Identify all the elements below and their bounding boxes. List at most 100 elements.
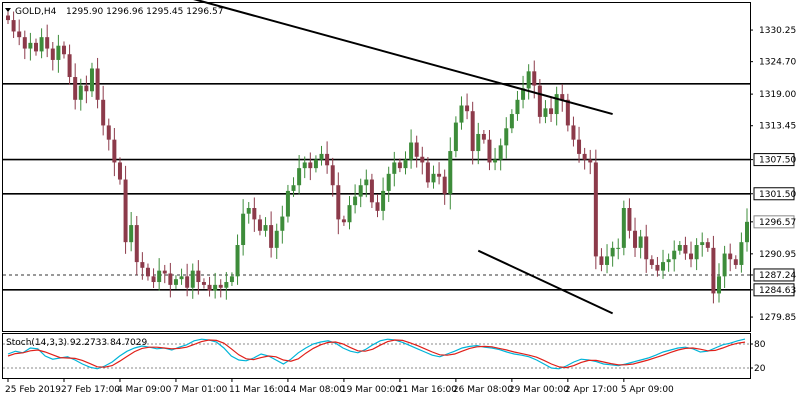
candle-body (493, 159, 498, 163)
candle-body (11, 20, 16, 32)
candle-body (330, 165, 335, 186)
time-tick-label: 11 Mar 16:00 (229, 385, 289, 395)
candle-body (745, 221, 749, 243)
price-tick-label: 1279.85 (759, 313, 796, 323)
candle-body (397, 162, 402, 169)
candle-body (134, 225, 139, 263)
price-tick-label: 1290.95 (759, 250, 796, 260)
candle-body (190, 270, 195, 288)
candle-body (605, 256, 610, 265)
time-axis: 25 Feb 2019 27 Feb 17:004 Mar 09:00 7 Mar … (5, 378, 674, 395)
time-tick-label: 2 Apr 17:00 (565, 385, 618, 395)
candle-body (705, 242, 710, 248)
level-price-tag (753, 268, 795, 282)
candle-body (498, 145, 503, 160)
price-tick-label: 1287.24 (759, 271, 796, 281)
candle-body (515, 99, 520, 115)
main-pane-frame (2, 2, 751, 332)
candle-body (246, 208, 251, 214)
candle-body (504, 128, 509, 146)
time-tick-label: 29 Mar 00:00 (509, 385, 569, 395)
candle-body (644, 236, 649, 260)
candle-body (414, 142, 419, 157)
candle-body (341, 219, 346, 223)
candle-body (129, 225, 134, 243)
candle-body (554, 94, 559, 115)
candle-body (487, 139, 492, 163)
price-tick-label: 1324.70 (759, 58, 796, 68)
candle-body (140, 262, 145, 268)
candle-body (733, 259, 738, 265)
candle-body (291, 185, 296, 191)
candle-body (50, 48, 55, 60)
candle-body (151, 276, 156, 283)
candle-body (22, 37, 27, 49)
candle-body (442, 176, 447, 194)
trendline-2[interactable] (477, 249, 614, 315)
candle-body (521, 88, 526, 100)
candle-body (700, 242, 705, 246)
stoch-signal-line (7, 339, 746, 369)
candle-body (252, 208, 257, 220)
candle-body (229, 276, 234, 283)
level-price-tag (753, 283, 795, 297)
candle-body (285, 190, 290, 217)
candle-body (633, 230, 638, 248)
candle-body (425, 162, 430, 183)
candle-body (549, 108, 554, 115)
candle-body (112, 139, 117, 163)
candle-body (481, 133, 486, 140)
candle-body (431, 173, 436, 183)
candle-body (375, 202, 380, 211)
stoch-title: Stoch(14,3,3) 92.2733 84.7029 (6, 338, 147, 348)
candle-body (257, 219, 262, 231)
candle-body (28, 42, 33, 49)
candle-body (621, 208, 626, 248)
candle-body (336, 185, 341, 220)
stoch-tick-label: 80 (754, 340, 766, 350)
candle-body (381, 190, 386, 211)
stoch-pane-frame (2, 333, 751, 379)
level-price-tag (753, 187, 795, 201)
time-tick-label: 25 Feb 2019 (5, 385, 61, 395)
time-tick-label: 21 Mar 16:00 (397, 385, 457, 395)
candle-body (308, 162, 313, 169)
candle-body (358, 185, 363, 197)
price-axis: 1330.25 1324.70 1319.00 1313.45 1307.50 1301.… (750, 26, 796, 374)
candle-body (173, 279, 178, 285)
candle-body (532, 71, 537, 86)
candle-body (313, 159, 318, 169)
current-price-tag (753, 215, 795, 229)
candle-body (218, 284, 223, 288)
candle-body (353, 196, 358, 206)
candle-body (162, 270, 167, 274)
candle-body (364, 179, 369, 186)
candle-body (207, 284, 212, 291)
candle-body (224, 282, 229, 288)
time-tick-label: 7 Mar 01:00 (173, 385, 228, 395)
chart-symbol: GOLD,H4 (15, 7, 57, 17)
candle-body (185, 276, 190, 288)
candle-body (39, 37, 44, 52)
candle-body (661, 262, 666, 271)
candle-body (145, 267, 150, 277)
candle-body (672, 250, 677, 260)
candle-body (325, 153, 330, 166)
candles-layer (6, 11, 749, 304)
candle-body (319, 153, 324, 160)
candle-body (560, 94, 565, 100)
candle-body (582, 153, 587, 160)
candle-body (61, 45, 66, 55)
candle-body (588, 159, 593, 163)
candle-body (95, 68, 100, 100)
candle-body (470, 111, 475, 152)
candle-body (627, 208, 632, 231)
candle-body (509, 114, 514, 129)
chart-ohlc: 1295.90 1296.96 1295.45 1296.57 (66, 7, 223, 17)
price-tick-label: 1296.57 (759, 218, 796, 228)
trendline-1[interactable] (187, 0, 613, 116)
candle-body (235, 245, 240, 277)
candle-body (666, 259, 671, 263)
candle-body (347, 205, 352, 223)
collapse-triangle-icon[interactable] (5, 8, 11, 12)
